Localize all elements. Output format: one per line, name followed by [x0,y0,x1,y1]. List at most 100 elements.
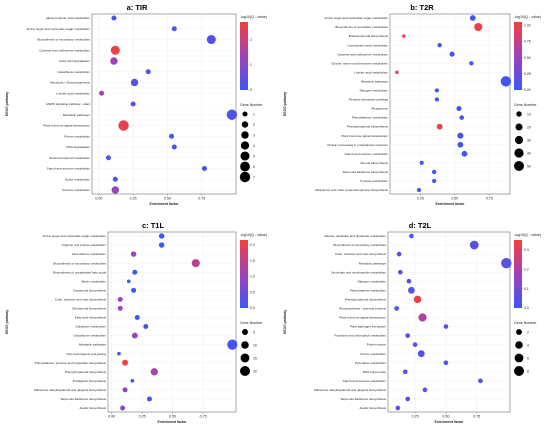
color-legend-label: 2.0 [250,243,255,247]
y-tick-label: Metabolic pathways [63,113,91,117]
y-tick-label: Arginine and proline metabolism [62,243,107,247]
y-tick-label: Amino sugar and nucleotide sugar metabol… [324,16,388,20]
data-point [443,360,449,366]
y-tick-label: Protein export [367,343,386,347]
data-point [145,69,151,75]
size-legend-circle [514,366,524,376]
data-point [469,61,474,66]
size-legend-circle [240,141,250,150]
panel-3: c: T1L Amino sugar and nucleotide sugar m… [5,221,267,424]
y-tick-label: Sulfur metabolism [65,177,90,181]
size-legend-title: Gene Number [240,103,263,107]
data-point [110,57,118,65]
y-tick-label: Starch and sucrose metabolism [47,167,91,171]
plot-area [387,231,511,413]
size-legend-circle [240,353,250,363]
data-point [416,187,422,193]
color-legend-label: 0.50 [524,56,531,60]
y-tick-label: Non-homologous end-joining [66,352,106,356]
data-point [405,396,411,402]
data-point [117,296,123,302]
y-tick-label: Terpenoid backbone biosynthesis [340,397,386,401]
y-tick-label: Zeatin biosynthesis [360,406,387,410]
data-point [226,109,238,120]
data-point [436,123,443,130]
panel-1: a: TIR alpha-Linolenic acid metabolism Ami… [5,3,267,206]
y-tick-label: beta-Alanine metabolism [72,252,106,256]
data-point [412,342,418,347]
data-point [397,269,403,275]
y-tick-label: Pyrimidine metabolism [355,361,387,365]
color-legend-title: -log10(Q - value) [240,233,267,237]
y-tick-label: Pentose phosphate pathway [349,98,388,102]
size-legend-circle [242,329,248,335]
y-tick-label: Tyrosine metabolism [360,179,389,183]
y-tick-label: Biosynthesis of unsaturated fatty acids [53,270,106,274]
size-legend-circle [240,366,250,376]
plot-area [107,231,237,413]
y-tick-label: Amino sugar and nucleotide sugar metabol… [26,27,90,31]
data-point [111,186,120,194]
size-legend-title: Gene Number [240,321,263,325]
y-tick-label: Cyanoamino acid metabolism [347,43,388,47]
y-axis-label: KEGG pathway [283,310,287,335]
color-legend-label: 0.5 [250,290,255,294]
x-tick-label: 0.50 [442,415,449,419]
y-tick-label: Porphyrin and chlorophyll metabolism [334,334,386,338]
x-axis-label: Enrichment factor [435,202,465,206]
y-tick-label: Phenylalanine metabolism [350,288,387,292]
color-legend-bar [240,22,248,90]
y-tick-label: Nicotinate and nicotinamide metabolism [331,270,386,274]
data-point [437,42,442,48]
data-point [394,306,399,311]
data-point [478,378,483,384]
y-tick-label: Glycine, serine and threonine metabolism [331,61,388,65]
panel-4: d: T2L Alanine, aspartate and glutamate m… [283,221,541,424]
data-point [169,133,175,139]
data-point [434,97,439,102]
size-legend-circle [241,131,249,139]
y-tick-label: Linoleic acid metabolism [354,70,388,74]
data-point [402,369,408,375]
x-tick-label: 0.50 [451,197,458,201]
y-tick-label: Biosynthesis of secondary metabolites [37,38,90,42]
data-point [122,387,128,393]
data-point [171,144,177,150]
data-point [99,90,105,96]
y-tick-label: Glutathione metabolism [57,70,90,74]
color-legend-label: 0.25 [524,72,531,76]
data-point [419,160,424,165]
size-legend-circle [514,161,524,171]
color-legend-label: 1.00 [524,23,531,27]
x-tick-label: 0.75 [198,197,205,201]
y-tick-label: Cysteine and methionine metabolism [39,48,90,52]
size-legend-label: 4 [253,144,255,148]
y-tick-label: Diterpenoid biosynthesis [72,307,106,311]
data-point [408,286,415,294]
color-legend-label: 0.0 [250,306,255,310]
x-axis-label: Enrichment factor [149,202,179,206]
data-point [449,51,455,57]
x-tick-label: 0.75 [486,197,493,201]
data-point [111,15,117,21]
y-tick-label: Terpenoid backbone biosynthesis [342,170,388,174]
y-tick-label: Steroid biosynthesis [360,161,388,165]
color-legend-title: -log10(Q - value) [240,15,267,19]
y-tick-label: Terpenoid backbone biosynthesis [60,397,106,401]
size-legend-circle [516,111,522,117]
x-tick-label: 0.00 [108,415,115,419]
y-tick-label: Fatty acid degradation [59,59,90,63]
y-tick-label: RNA degradation [66,145,90,149]
data-point [158,233,165,239]
y-tick-label: Nitrogen metabolism [360,89,389,93]
y-tick-label: Selenocompound metabolism [49,156,90,160]
size-legend-label: 2 [527,330,529,334]
data-point [134,314,140,320]
y-tick-label: Galactose metabolism [75,325,106,329]
y-tick-label: Protein processing in endoplasmic reticu… [327,143,388,147]
y-tick-label: Phagosome [371,107,388,111]
panel-2: b: T2R Amino sugar and nucleotide sugar m… [283,3,541,206]
size-legend-circle [515,123,523,131]
data-point [130,101,136,107]
y-tick-label: Phenylalanine metabolism [352,116,389,120]
